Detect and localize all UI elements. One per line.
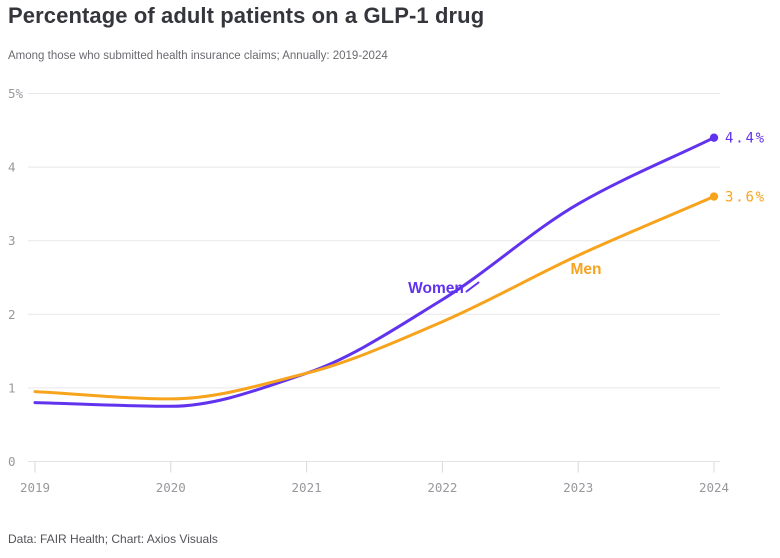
series-annotation-leader-women bbox=[465, 281, 480, 293]
x-tick-label-2019: 2019 bbox=[20, 480, 50, 495]
x-tick-label-2020: 2020 bbox=[156, 480, 186, 495]
x-tick-label-2022: 2022 bbox=[427, 480, 457, 495]
series-annotation-women: Women bbox=[408, 280, 464, 297]
x-tick-label-2021: 2021 bbox=[292, 480, 322, 495]
chart-title: Percentage of adult patients on a GLP-1 … bbox=[8, 3, 485, 28]
series-end-label-women: 4.4% bbox=[725, 131, 766, 147]
chart-credit: Data: FAIR Health; Chart: Axios Visuals bbox=[8, 532, 218, 546]
series-line-men bbox=[33, 195, 716, 401]
chart-subtitle: Among those who submitted health insuran… bbox=[8, 50, 388, 62]
x-tick-label-2023: 2023 bbox=[563, 480, 593, 495]
y-tick-label-4: 4 bbox=[8, 160, 16, 175]
series-annotation-men: Men bbox=[571, 261, 602, 278]
y-tick-label-2: 2 bbox=[8, 307, 16, 322]
series-line-women bbox=[33, 136, 716, 408]
series-end-dot-women bbox=[709, 133, 719, 142]
y-tick-label-3: 3 bbox=[8, 233, 16, 248]
y-tick-label-1: 1 bbox=[8, 380, 16, 395]
y-tick-label-0: 0 bbox=[8, 454, 16, 469]
series-end-label-men: 3.6% bbox=[725, 190, 766, 206]
y-tick-label-5: 5% bbox=[8, 86, 24, 101]
series-end-dot-men bbox=[709, 192, 719, 201]
x-tick-label-2024: 2024 bbox=[699, 480, 729, 495]
chart-header: Percentage of adult patients on a GLP-1 … bbox=[8, 2, 772, 30]
